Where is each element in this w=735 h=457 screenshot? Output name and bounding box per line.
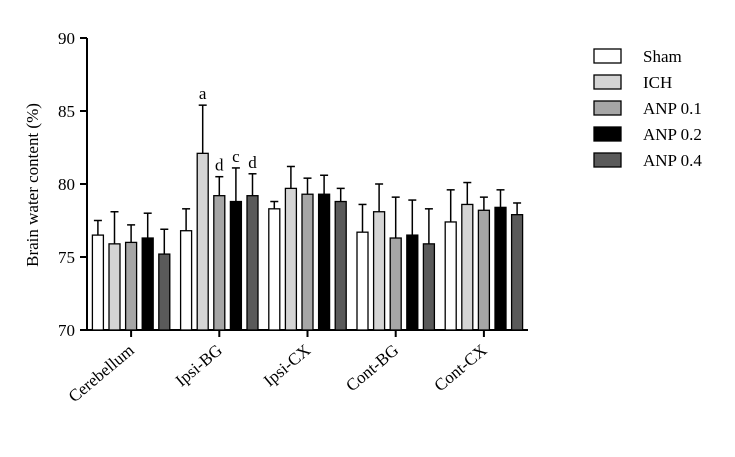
bar-ipsi-bg-anp-0-4 [246, 195, 259, 331]
bar-cont-bg-anp-0-1 [389, 237, 402, 331]
legend: Sham ICH ANP 0.1 ANP 0.2 ANP 0.4 [593, 47, 702, 170]
bar-cont-bg-anp-0-4 [422, 243, 436, 331]
bar-cont-cx-ich [461, 203, 474, 331]
annotation-anp-0-2: c [232, 147, 240, 166]
bar-cont-bg-sham [356, 231, 369, 331]
x-tick-label: Cont-CX [431, 341, 491, 396]
x-tick-label: Ipsi-BG [172, 341, 226, 391]
x-tick-label: Cont-BG [342, 341, 402, 396]
legend-swatch-sham [593, 48, 622, 64]
x-axis: Cerebellum Ipsi-BG Ipsi-CX Cont-BG Cont-CX [65, 329, 528, 407]
legend-label-sham: Sham [643, 47, 682, 66]
bar-cerebellum-anp-0-2 [141, 237, 154, 331]
bar-groups [91, 104, 524, 331]
significance-annotations: a d c d [199, 84, 257, 175]
bar-cont-cx-anp-0-1 [477, 209, 491, 331]
bar-ipsi-cx-anp-0-2 [317, 193, 331, 331]
legend-swatch-anp-0-4 [593, 152, 622, 168]
bar-cont-cx-sham [444, 221, 457, 331]
legend-label-ich: ICH [643, 73, 672, 92]
bar-ipsi-cx-sham [268, 208, 281, 331]
legend-label-anp-0-2: ANP 0.2 [643, 125, 702, 144]
y-tick-label: 85 [58, 102, 75, 121]
y-tick-label: 75 [58, 248, 75, 267]
bar-ipsi-cx-ich [284, 187, 298, 331]
bar-ipsi-bg-anp-0-1 [213, 195, 226, 331]
y-axis: 70 75 80 85 90 [58, 29, 88, 340]
y-axis-label: Brain water content (%) [23, 103, 42, 267]
bar-cerebellum-anp-0-4 [158, 253, 171, 331]
legend-swatch-anp-0-2 [593, 126, 622, 142]
bar-cerebellum-ich [108, 243, 121, 331]
bar-ipsi-cx-anp-0-4 [334, 200, 347, 331]
bar-cont-cx-anp-0-4 [510, 214, 524, 331]
legend-swatch-ich [593, 74, 622, 90]
bar-ipsi-cx-anp-0-1 [301, 193, 314, 331]
bar-cont-bg-ich [372, 211, 386, 331]
legend-label-anp-0-1: ANP 0.1 [643, 99, 702, 118]
y-tick-label: 90 [58, 29, 75, 48]
bar-ipsi-bg-sham [179, 230, 193, 331]
bar-cont-bg-anp-0-2 [406, 234, 419, 331]
annotation-ich: a [199, 84, 207, 103]
x-tick-label: Ipsi-CX [260, 341, 314, 391]
legend-label-anp-0-4: ANP 0.4 [643, 151, 702, 170]
x-tick-label: Cerebellum [65, 341, 138, 407]
y-tick-label: 80 [58, 175, 75, 194]
annotation-anp-0-1: d [215, 156, 224, 175]
legend-swatch-anp-0-1 [593, 100, 622, 116]
bar-ipsi-bg-ich [196, 152, 209, 331]
bar-cont-cx-anp-0-2 [494, 206, 507, 331]
bar-cerebellum-sham [91, 234, 105, 331]
bar-ipsi-bg-anp-0-2 [229, 200, 243, 331]
y-tick-label: 70 [58, 321, 75, 340]
bar-cerebellum-anp-0-1 [124, 241, 138, 331]
annotation-anp-0-4: d [248, 153, 257, 172]
